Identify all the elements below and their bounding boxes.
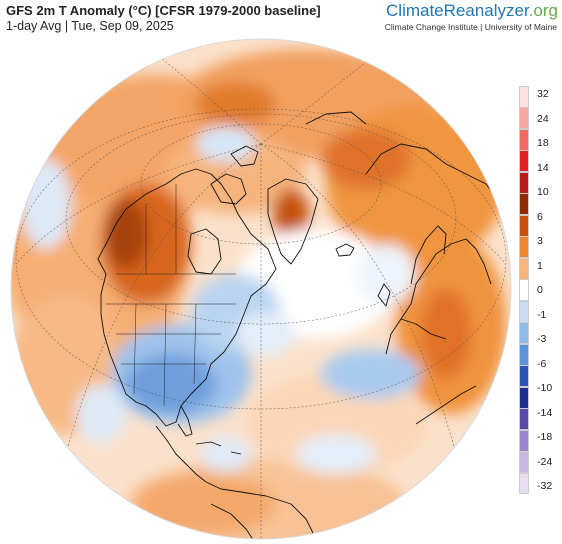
legend-tick-label: 18 bbox=[537, 137, 549, 149]
legend-tick-label: 24 bbox=[537, 112, 549, 125]
brand-credit: Climate Change Institute | University of… bbox=[384, 22, 557, 32]
brand-part-1: Climate bbox=[386, 1, 444, 20]
legend-tick-label: 3 bbox=[537, 235, 543, 247]
legend-swatch bbox=[519, 214, 529, 237]
brand-part-2: Reanalyzer bbox=[443, 1, 529, 20]
legend-swatch bbox=[519, 343, 529, 366]
legend-tick-label: -3 bbox=[537, 333, 547, 345]
color-legend: 32 24 18 14 10 6 3 1 0 -1 -3 -6 -10 -14 -18 -24 -32 bbox=[519, 86, 561, 495]
legend-swatch bbox=[519, 279, 529, 302]
legend-tick-label: 0 bbox=[537, 284, 543, 296]
coastlines bbox=[97, 111, 502, 539]
legend-swatch bbox=[519, 107, 529, 130]
legend-swatch bbox=[519, 365, 529, 388]
legend-tick-label: -32 bbox=[537, 480, 553, 492]
legend-swatch bbox=[519, 150, 529, 173]
anomaly-map bbox=[10, 38, 512, 540]
legend-tick-label: -6 bbox=[537, 357, 547, 370]
legend-swatch bbox=[519, 193, 529, 216]
chart-subtitle: 1-day Avg | Tue, Sep 09, 2025 bbox=[6, 19, 174, 33]
legend-swatch bbox=[519, 429, 529, 452]
legend-swatch bbox=[519, 171, 529, 194]
legend-swatch bbox=[519, 408, 529, 431]
legend-tick-label: 32 bbox=[537, 88, 549, 100]
legend-swatch bbox=[519, 86, 529, 108]
legend-tick-label: 14 bbox=[537, 161, 549, 174]
globe-edge bbox=[10, 38, 512, 540]
legend-tick-label: -24 bbox=[537, 455, 553, 468]
anomaly-blobs bbox=[11, 49, 506, 539]
legend-swatch bbox=[519, 451, 529, 474]
legend-tick-label: -18 bbox=[537, 431, 553, 443]
legend-swatch bbox=[519, 300, 529, 323]
legend-swatch bbox=[519, 128, 529, 151]
legend-tick-label: 6 bbox=[537, 210, 543, 223]
legend-swatch bbox=[519, 236, 529, 259]
legend-swatch bbox=[519, 472, 529, 495]
legend-tick-label: -10 bbox=[537, 382, 553, 394]
chart-title: GFS 2m T Anomaly (°C) [CFSR 1979-2000 ba… bbox=[6, 3, 321, 18]
legend-tick-label: 1 bbox=[537, 259, 543, 272]
legend-tick-label: -14 bbox=[537, 406, 553, 419]
legend-tick-label: -1 bbox=[537, 308, 547, 321]
legend-swatch bbox=[519, 257, 529, 280]
brand-part-3: .org bbox=[528, 1, 558, 20]
legend-swatch bbox=[519, 322, 529, 345]
graticule bbox=[15, 53, 507, 539]
brand-logo[interactable]: ClimateReanalyzer.org bbox=[386, 1, 558, 21]
legend-swatch bbox=[519, 386, 529, 409]
legend-tick-label: 10 bbox=[537, 186, 549, 198]
globe-field bbox=[11, 39, 511, 539]
